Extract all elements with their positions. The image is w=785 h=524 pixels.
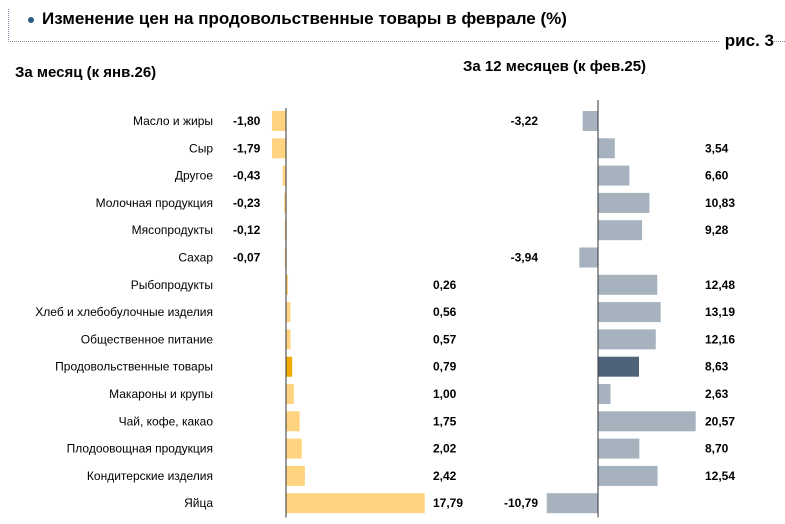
category-label-7: Хлеб и хлебобулочные изделия xyxy=(35,305,213,319)
right-bar-3 xyxy=(598,192,650,213)
chart-title: Изменение цен на продовольственные товар… xyxy=(42,9,567,28)
category-label-13: Кондитерские изделия xyxy=(87,469,213,483)
right-bar-9 xyxy=(598,356,639,377)
right-value-label-11: 20,57 xyxy=(705,414,735,428)
left-bar-13 xyxy=(286,465,305,486)
category-label-2: Другое xyxy=(175,169,213,183)
left-value-label-13: 2,42 xyxy=(433,469,457,483)
category-label-3: Молочная продукция xyxy=(96,196,213,210)
left-value-label-2: -0,43 xyxy=(233,169,261,183)
right-value-label-2: 6,60 xyxy=(705,169,729,183)
category-label-14: Яйца xyxy=(184,496,213,510)
right-value-label-0: -3,22 xyxy=(511,114,539,128)
right-value-label-7: 13,19 xyxy=(705,305,735,319)
left-value-label-12: 2,02 xyxy=(433,442,457,456)
title-bullet-icon xyxy=(28,17,34,23)
right-value-label-12: 8,70 xyxy=(705,442,729,456)
category-label-5: Сахар xyxy=(178,251,213,265)
right-bar-7 xyxy=(598,302,661,323)
left-bar-7 xyxy=(286,302,291,323)
right-bar-0 xyxy=(582,111,598,131)
left-value-label-0: -1,80 xyxy=(233,114,261,128)
left-value-label-6: 0,26 xyxy=(433,278,457,292)
category-label-6: Рыбопродукты xyxy=(131,278,213,292)
left-bar-8 xyxy=(286,329,291,350)
left-bar-0 xyxy=(271,111,286,131)
left-value-label-5: -0,07 xyxy=(233,251,261,265)
left-value-label-9: 0,79 xyxy=(433,360,457,374)
left-panel-title: За месяц (к янв.26) xyxy=(15,64,157,81)
right-bar-12 xyxy=(598,438,640,459)
category-label-4: Мясопродукты xyxy=(132,223,213,237)
left-bar-9 xyxy=(286,356,293,377)
left-value-label-4: -0,12 xyxy=(233,223,261,237)
left-bar-5 xyxy=(284,247,286,268)
right-bar-5 xyxy=(579,247,598,268)
right-value-label-6: 12,48 xyxy=(705,278,735,292)
left-bar-11 xyxy=(286,411,300,432)
right-value-label-13: 12,54 xyxy=(705,469,735,483)
left-bar-2 xyxy=(282,165,286,186)
category-label-10: Макароны и крупы xyxy=(109,387,213,401)
right-value-label-3: 10,83 xyxy=(705,196,735,210)
right-value-label-5: -3,94 xyxy=(511,251,539,265)
right-bar-4 xyxy=(598,220,643,241)
right-bar-8 xyxy=(598,329,656,350)
left-bar-3 xyxy=(284,192,286,213)
right-panel-title: За 12 месяцев (к фев.25) xyxy=(463,58,647,75)
right-value-label-10: 2,63 xyxy=(705,387,729,401)
left-bar-1 xyxy=(272,138,286,159)
right-bar-2 xyxy=(598,165,630,186)
title-frame xyxy=(8,9,785,42)
right-bar-14 xyxy=(546,493,598,514)
figure-label: рис. 3 xyxy=(718,31,774,51)
left-bar-12 xyxy=(286,438,302,459)
category-label-0: Масло и жиры xyxy=(133,114,213,128)
left-value-label-14: 17,79 xyxy=(433,496,463,510)
category-label-8: Общественное питание xyxy=(81,332,214,346)
right-value-label-9: 8,63 xyxy=(705,360,729,374)
right-value-label-8: 12,16 xyxy=(705,332,735,346)
left-value-label-3: -0,23 xyxy=(233,196,261,210)
category-label-12: Плодоовощная продукция xyxy=(67,442,213,456)
right-bar-11 xyxy=(598,411,696,432)
category-label-11: Чай, кофе, какао xyxy=(119,414,214,428)
left-bar-4 xyxy=(284,220,286,241)
left-value-label-7: 0,56 xyxy=(433,305,457,319)
right-value-label-1: 3,54 xyxy=(705,141,729,155)
right-bar-13 xyxy=(598,465,658,486)
category-label-1: Сыр xyxy=(189,141,213,155)
left-value-label-8: 0,57 xyxy=(433,332,457,346)
right-bar-10 xyxy=(598,384,611,404)
left-value-label-11: 1,75 xyxy=(433,414,457,428)
left-bar-6 xyxy=(286,274,289,295)
left-value-label-1: -1,79 xyxy=(233,141,261,155)
left-value-label-10: 1,00 xyxy=(433,387,457,401)
left-bar-10 xyxy=(286,384,294,404)
right-bar-6 xyxy=(598,274,658,295)
right-value-label-4: 9,28 xyxy=(705,223,729,237)
right-bar-1 xyxy=(598,138,615,159)
left-bar-14 xyxy=(286,493,425,514)
category-label-9: Продовольственные товары xyxy=(55,360,213,374)
right-value-label-14: -10,79 xyxy=(504,496,538,510)
